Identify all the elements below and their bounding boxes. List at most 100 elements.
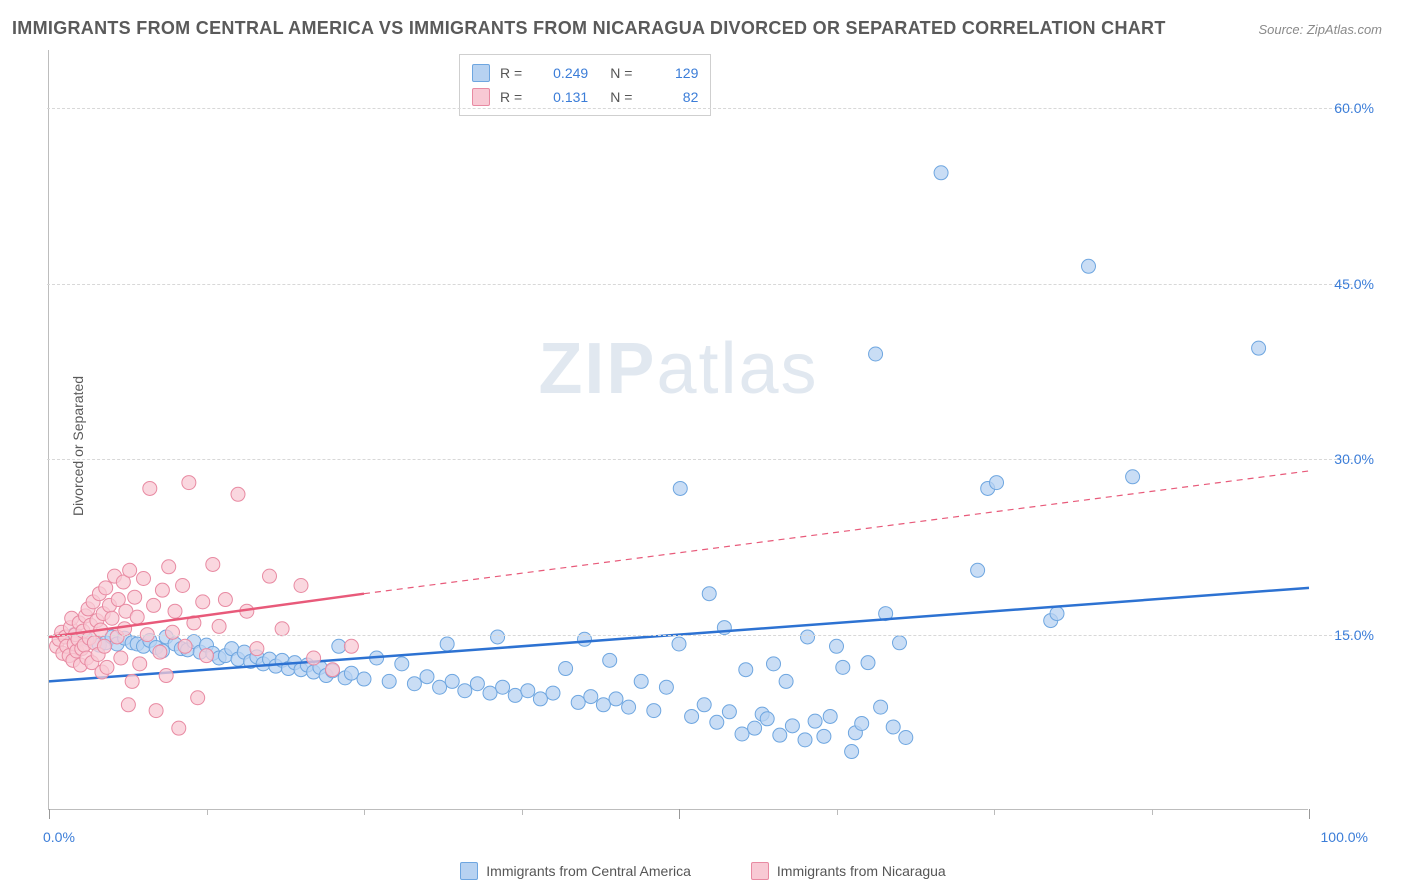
gridline-h <box>47 284 1357 285</box>
data-point <box>634 674 648 688</box>
data-point <box>165 625 179 639</box>
data-point <box>934 166 948 180</box>
data-point <box>546 686 560 700</box>
legend-r-label: R = <box>500 89 522 105</box>
data-point <box>779 674 793 688</box>
data-point <box>798 733 812 747</box>
data-point <box>206 557 220 571</box>
legend-swatch <box>472 64 490 82</box>
data-point <box>200 649 214 663</box>
x-tick-minor <box>837 809 838 815</box>
data-point <box>168 604 182 618</box>
x-tick-minor <box>364 809 365 815</box>
data-point <box>673 481 687 495</box>
data-point <box>178 639 192 653</box>
data-point <box>159 669 173 683</box>
data-point <box>105 611 119 625</box>
x-tick-minor <box>207 809 208 815</box>
data-point <box>99 581 113 595</box>
legend-item: Immigrants from Central America <box>460 862 691 880</box>
data-point <box>767 657 781 671</box>
data-point <box>483 686 497 700</box>
data-point <box>97 639 111 653</box>
data-point <box>420 670 434 684</box>
y-tick-label: 45.0% <box>1314 276 1374 292</box>
data-point <box>899 731 913 745</box>
data-point <box>114 651 128 665</box>
x-axis-min-label: 0.0% <box>43 829 75 845</box>
legend-n-label: N = <box>610 65 632 81</box>
legend-label: Immigrants from Central America <box>486 863 691 879</box>
data-point <box>440 637 454 651</box>
x-tick-minor <box>994 809 995 815</box>
data-point <box>622 700 636 714</box>
data-point <box>133 657 147 671</box>
x-axis-max-label: 100.0% <box>1321 829 1368 845</box>
data-point <box>836 660 850 674</box>
plot-area: ZIPatlas R =0.249N =129R =0.131N =82 0.0… <box>48 50 1308 810</box>
data-point <box>647 704 661 718</box>
data-point <box>697 698 711 712</box>
data-point <box>149 704 163 718</box>
y-tick-label: 30.0% <box>1314 451 1374 467</box>
data-point <box>344 639 358 653</box>
data-point <box>162 560 176 574</box>
data-point <box>869 347 883 361</box>
data-point <box>739 663 753 677</box>
chart-title: IMMIGRANTS FROM CENTRAL AMERICA VS IMMIG… <box>12 18 1166 39</box>
legend-swatch <box>472 88 490 106</box>
data-point <box>458 684 472 698</box>
data-point <box>123 563 137 577</box>
data-point <box>100 660 114 674</box>
trend-line-dashed <box>364 471 1309 594</box>
series-legend: Immigrants from Central AmericaImmigrant… <box>0 862 1406 880</box>
data-point <box>855 716 869 730</box>
data-point <box>817 729 831 743</box>
gridline-h <box>47 108 1357 109</box>
data-point <box>125 674 139 688</box>
data-point <box>702 587 716 601</box>
data-point <box>182 476 196 490</box>
data-point <box>886 720 900 734</box>
data-point <box>609 692 623 706</box>
data-point <box>407 677 421 691</box>
data-point <box>1082 259 1096 273</box>
data-point <box>294 579 308 593</box>
data-point <box>1050 607 1064 621</box>
data-point <box>521 684 535 698</box>
gridline-h <box>47 459 1357 460</box>
gridline-h <box>47 635 1357 636</box>
stats-legend-row: R =0.249N =129 <box>472 61 698 85</box>
data-point <box>326 663 340 677</box>
legend-r-label: R = <box>500 65 522 81</box>
data-point <box>760 712 774 726</box>
data-point <box>571 695 585 709</box>
data-point <box>710 715 724 729</box>
legend-r-value: 0.131 <box>532 89 588 105</box>
data-point <box>153 645 167 659</box>
data-point <box>143 481 157 495</box>
data-point <box>172 721 186 735</box>
legend-r-value: 0.249 <box>532 65 588 81</box>
data-point <box>823 709 837 723</box>
x-tick-major <box>1309 809 1310 819</box>
data-point <box>176 579 190 593</box>
data-point <box>433 680 447 694</box>
data-point <box>1252 341 1266 355</box>
data-point <box>130 610 144 624</box>
x-tick-major <box>679 809 680 819</box>
data-point <box>382 674 396 688</box>
data-point <box>559 662 573 676</box>
data-point <box>861 656 875 670</box>
data-point <box>1126 470 1140 484</box>
y-tick-label: 15.0% <box>1314 627 1374 643</box>
data-point <box>603 653 617 667</box>
legend-n-value: 82 <box>642 89 698 105</box>
data-point <box>307 651 321 665</box>
data-point <box>332 639 346 653</box>
data-point <box>533 692 547 706</box>
y-tick-label: 60.0% <box>1314 100 1374 116</box>
data-point <box>357 672 371 686</box>
data-point <box>496 680 510 694</box>
data-point <box>808 714 822 728</box>
